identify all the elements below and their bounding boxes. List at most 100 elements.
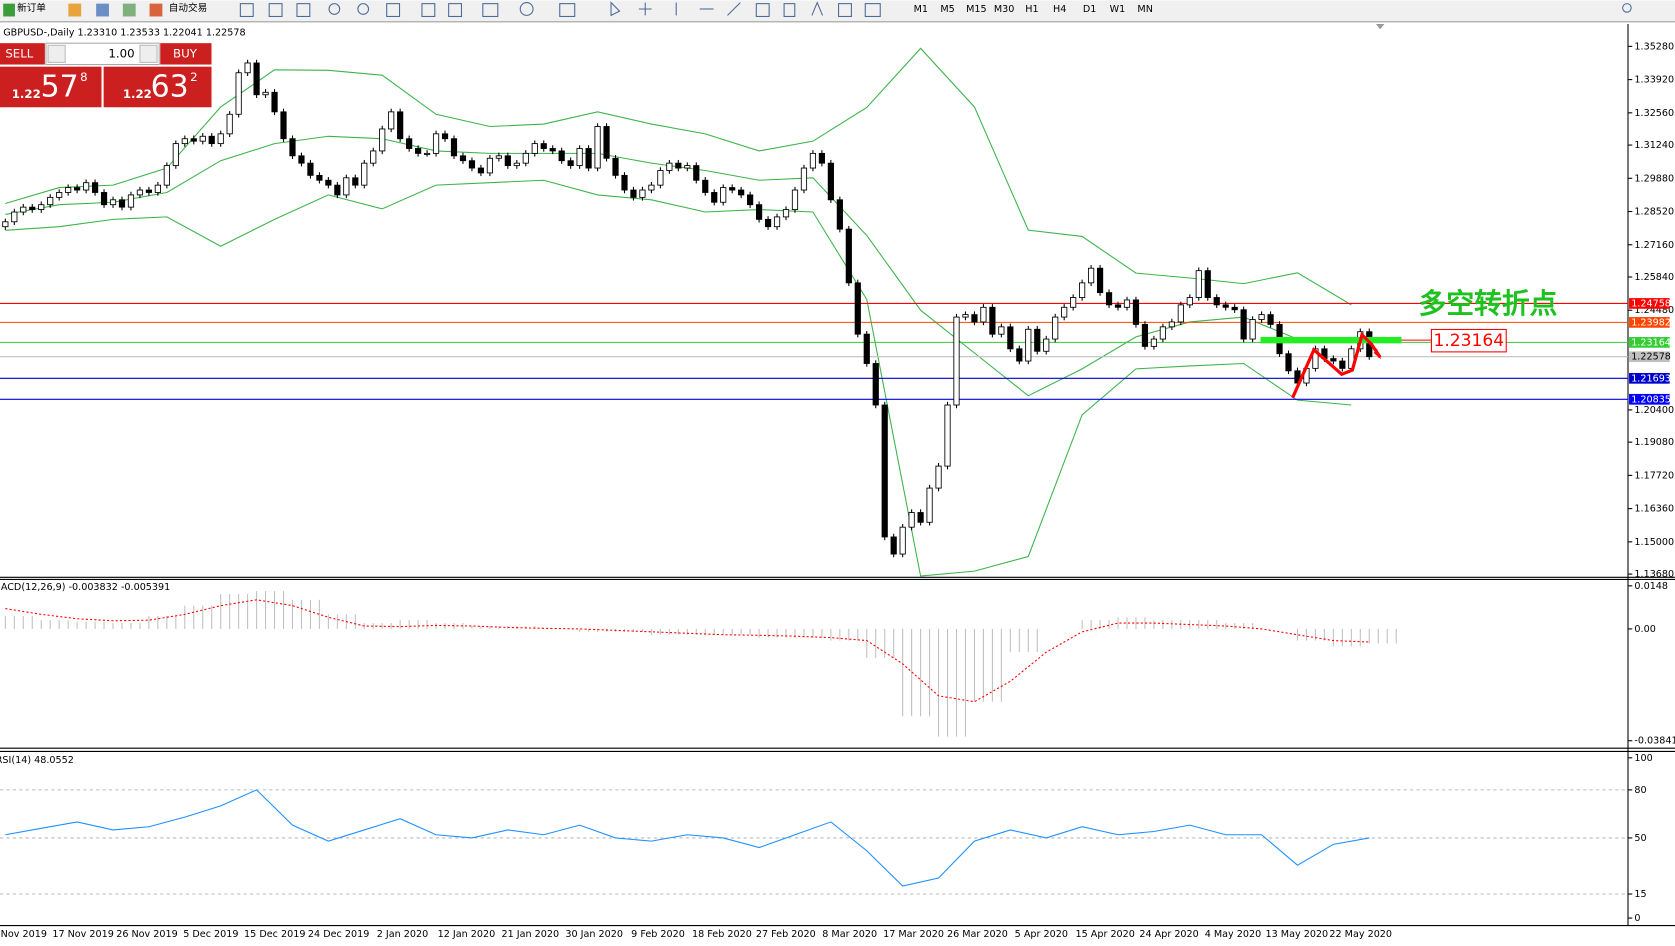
candle xyxy=(334,184,341,196)
icon[interactable] xyxy=(482,3,499,17)
candle xyxy=(468,160,476,169)
price-level-box xyxy=(1629,372,1670,384)
icon[interactable] xyxy=(519,2,534,16)
y-tick-label: 1.16360 xyxy=(1634,504,1674,515)
candle xyxy=(738,189,745,196)
period-button[interactable]: D1 xyxy=(1083,4,1097,15)
new-order[interactable]: 新订单 xyxy=(17,2,46,14)
trade-panel: SELL 1.00 BUY 1.22 57 8 1.22 63 2 xyxy=(0,42,212,108)
candle xyxy=(91,182,99,193)
lots-up[interactable] xyxy=(139,44,158,63)
candle xyxy=(100,192,108,206)
icon[interactable] xyxy=(122,3,136,17)
candle xyxy=(648,184,655,191)
candle xyxy=(899,526,906,555)
icon[interactable] xyxy=(755,3,770,17)
sell-pips: 57 xyxy=(41,70,79,105)
candle xyxy=(136,189,144,196)
icon[interactable] xyxy=(296,3,311,17)
x-tick-label: 15 Apr 2020 xyxy=(1075,929,1134,940)
candle xyxy=(747,194,754,206)
lots-down[interactable] xyxy=(47,44,66,63)
search-icon[interactable] xyxy=(1622,3,1632,13)
candle xyxy=(118,199,126,208)
icon[interactable] xyxy=(239,3,254,17)
candle xyxy=(998,326,1005,335)
candle xyxy=(639,189,646,198)
icon[interactable] xyxy=(421,3,436,17)
price-level-box xyxy=(1629,298,1670,309)
icon[interactable] xyxy=(811,1,824,16)
period-button[interactable]: W1 xyxy=(1110,4,1126,15)
candle xyxy=(307,162,314,176)
candle xyxy=(432,133,440,154)
y-tick-label: 0 xyxy=(1634,913,1640,924)
icon[interactable] xyxy=(96,3,109,17)
price-level-label: 1.23164 xyxy=(1631,337,1671,348)
price-level-box xyxy=(1629,337,1670,348)
x-tick-label: 24 Apr 2020 xyxy=(1139,929,1198,940)
icon[interactable] xyxy=(559,3,576,17)
sell-label[interactable]: SELL xyxy=(5,46,33,60)
auto-trade-icon[interactable] xyxy=(149,3,163,17)
period-button[interactable]: M15 xyxy=(966,4,987,15)
period-button[interactable]: MN xyxy=(1137,4,1152,15)
x-tick-label: 7 Nov 2019 xyxy=(0,929,47,940)
chart-title: GBPUSD-,Daily 1.23310 1.23533 1.22041 1.… xyxy=(3,27,245,38)
period-button[interactable]: H4 xyxy=(1053,4,1066,15)
new-order-icon[interactable] xyxy=(3,3,15,17)
candle xyxy=(881,404,888,538)
candle xyxy=(388,111,395,130)
candle xyxy=(1034,328,1041,352)
icon[interactable] xyxy=(864,3,881,17)
candle xyxy=(585,148,592,169)
icon[interactable] xyxy=(638,2,652,16)
period-button[interactable]: H1 xyxy=(1025,4,1038,15)
lots-value[interactable]: 1.00 xyxy=(108,46,134,60)
candle xyxy=(540,143,547,149)
candle xyxy=(1267,314,1274,325)
icon[interactable] xyxy=(448,3,463,17)
buy-label[interactable]: BUY xyxy=(173,46,198,60)
candle xyxy=(280,111,287,140)
lots-input[interactable] xyxy=(45,42,160,66)
candle xyxy=(917,512,924,523)
period-button[interactable]: M1 xyxy=(914,4,928,15)
candle xyxy=(74,187,81,191)
candle xyxy=(971,314,978,323)
icon[interactable] xyxy=(386,3,401,17)
buy-price[interactable] xyxy=(103,66,212,108)
candle xyxy=(1141,323,1149,347)
auto-trade[interactable]: 自动交易 xyxy=(169,2,207,14)
y-tick-label: 1.19080 xyxy=(1634,437,1674,448)
period-button[interactable]: M5 xyxy=(940,4,954,15)
candle xyxy=(1114,304,1122,308)
candle xyxy=(1168,321,1175,328)
icon[interactable] xyxy=(268,3,283,17)
sell-button[interactable] xyxy=(0,43,45,65)
icon[interactable] xyxy=(68,3,82,17)
candle xyxy=(56,192,63,198)
candle xyxy=(1132,299,1140,325)
candle xyxy=(477,167,485,174)
icon[interactable] xyxy=(727,2,741,16)
icon[interactable] xyxy=(357,3,370,15)
icon[interactable] xyxy=(610,1,621,17)
x-tick-label: 5 Apr 2020 xyxy=(1015,929,1068,940)
x-tick-label: 18 Feb 2020 xyxy=(692,929,752,940)
period-button[interactable]: M30 xyxy=(994,4,1015,15)
candle xyxy=(1096,267,1104,294)
arrow-head xyxy=(1373,348,1382,360)
icon[interactable] xyxy=(838,3,852,17)
icon[interactable] xyxy=(328,3,341,15)
buy-button[interactable] xyxy=(160,43,212,65)
candle xyxy=(298,155,305,164)
candle xyxy=(773,216,781,228)
sell-price[interactable] xyxy=(0,66,102,108)
y-tick-label: 1.27160 xyxy=(1634,240,1674,251)
candle xyxy=(244,62,251,74)
icon[interactable] xyxy=(783,3,796,17)
x-tick-label: 26 Nov 2019 xyxy=(116,929,178,940)
